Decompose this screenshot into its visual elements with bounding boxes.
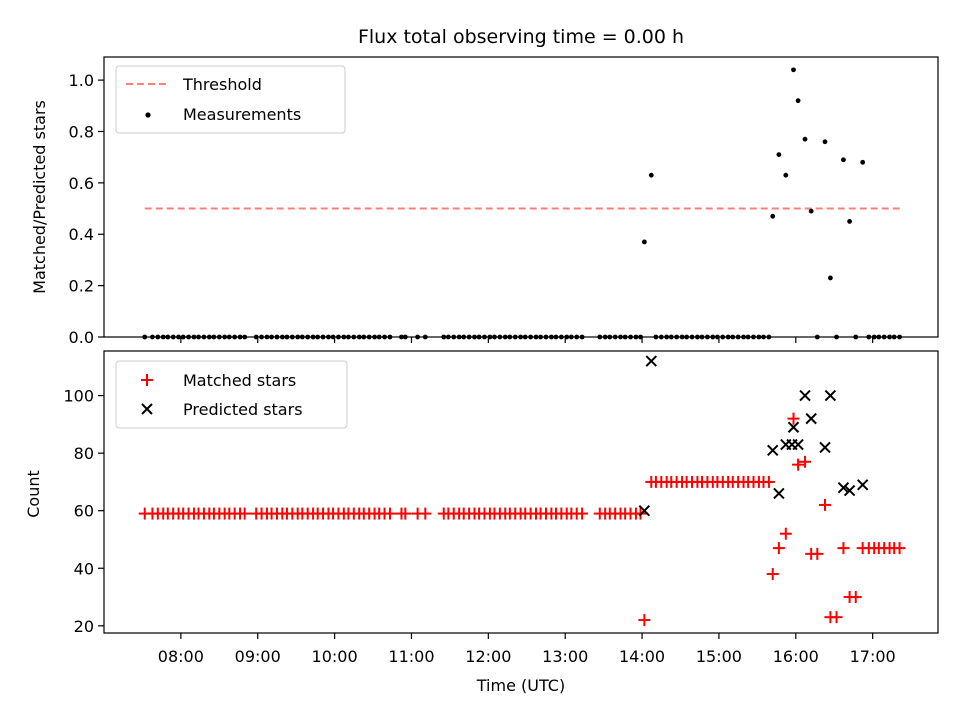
predicted-stars-point	[645, 355, 657, 367]
bottom-y-axis: 20 40 60 80 100	[63, 387, 104, 636]
legend-predicted-label: Predicted stars	[183, 400, 303, 419]
measurement-point	[841, 157, 846, 163]
measurement-point	[808, 208, 814, 214]
measurement-point	[770, 213, 776, 219]
measurement-point	[827, 275, 833, 281]
matched-stars-point	[766, 568, 779, 581]
predicted-stars-point	[856, 479, 869, 491]
top-panel-frame	[103, 56, 939, 338]
matched-stars-point	[779, 527, 792, 540]
measurement-point	[776, 152, 782, 158]
predicted-stars-point	[805, 412, 817, 425]
matched-stars-point	[238, 507, 251, 520]
bottom-legend: Matched stars Predicted stars	[115, 360, 348, 429]
top-legend: Threshold Measurements	[115, 65, 346, 134]
legend-predicted-swatch	[141, 403, 153, 415]
measurement-point	[791, 67, 796, 73]
bottom-panel-frame	[103, 350, 939, 634]
x-tick-label: 10:00	[312, 647, 358, 666]
bottom-y-tick-label: 20	[74, 617, 94, 636]
matched-stars-point	[399, 507, 412, 520]
x-tick-label: 09:00	[235, 647, 281, 666]
legend-matched-swatch	[141, 374, 153, 386]
predicted-stars-point	[819, 441, 831, 454]
measurement-point	[783, 172, 789, 178]
predicted-stars-point	[837, 481, 850, 494]
x-tick-label: 12:00	[465, 647, 511, 666]
top-y-tick-label: 0.4	[69, 225, 94, 244]
predicted-stars-point	[843, 484, 856, 497]
measurement-point	[860, 159, 866, 165]
legend-measurements-swatch	[145, 112, 151, 118]
chart-title: Flux total observing time = 0.00 h	[358, 26, 684, 48]
legend-threshold-label: Threshold	[182, 75, 262, 94]
predicted-stars-point	[767, 444, 779, 456]
measurement-point	[847, 219, 853, 224]
top-y-axis: 0.0 0.2 0.4 0.6 0.8 1.0	[69, 71, 104, 347]
legend-matched-label: Matched stars	[183, 371, 296, 390]
bottom-panel: 20 40 60 80 100 08:00 09:00 10:00 11:00 12:00 13:…	[24, 350, 939, 695]
matched-stars-point	[799, 455, 812, 468]
legend-measurements-label: Measurements	[183, 105, 301, 124]
matched-stars-point	[819, 498, 832, 511]
measurement-point	[822, 139, 828, 145]
predicted-stars-point	[824, 389, 837, 402]
top-y-tick-label: 0.6	[69, 174, 94, 193]
top-x-ticks	[180, 337, 874, 343]
matched-stars-point	[419, 507, 432, 520]
predicted-stars-point	[773, 487, 785, 500]
top-y-tick-label: 0.0	[69, 328, 94, 347]
bottom-y-tick-label: 100	[63, 387, 94, 406]
x-tick-label: 15:00	[696, 647, 742, 666]
predicted-stars-point	[787, 421, 800, 433]
bottom-panel-marks	[138, 355, 906, 627]
x-tick-label: 17:00	[850, 647, 896, 666]
top-panel: 0.0 0.2 0.4 0.6 0.8 1.0 Matched/Predicted sta…	[30, 56, 939, 347]
bottom-y-tick-label: 80	[74, 444, 94, 463]
top-y-tick-label: 1.0	[69, 71, 94, 90]
matched-stars-point	[638, 614, 651, 627]
bottom-y-axis-title: Count	[24, 470, 43, 518]
matched-stars-point	[576, 507, 589, 520]
top-legend-box	[115, 65, 346, 134]
x-tick-label: 11:00	[388, 647, 434, 666]
matched-stars-point	[837, 542, 850, 555]
measurement-point	[795, 98, 801, 104]
x-tick-label: 08:00	[158, 647, 204, 666]
x-axis-title: Time (UTC)	[476, 676, 565, 695]
matched-stars-point	[787, 412, 800, 425]
x-axis: 08:00 09:00 10:00 11:00 12:00 13:00 14:00 15:00…	[158, 633, 896, 666]
measurement-point	[641, 239, 647, 245]
predicted-stars-point	[792, 438, 804, 451]
top-y-tick-label: 0.8	[69, 122, 94, 141]
top-y-tick-label: 0.2	[69, 277, 94, 296]
matched-stars-point	[849, 591, 862, 604]
x-tick-label: 14:00	[619, 647, 665, 666]
predicted-stars-point	[638, 504, 651, 517]
matched-stars-point	[383, 507, 396, 520]
matched-stars-point	[830, 611, 843, 624]
matched-stars-point	[811, 547, 824, 560]
x-tick-label: 16:00	[773, 647, 819, 666]
bottom-legend-box	[115, 360, 348, 429]
bottom-y-tick-label: 40	[74, 559, 94, 578]
x-tick-label: 13:00	[542, 647, 588, 666]
bottom-y-tick-label: 60	[74, 502, 94, 521]
predicted-stars-point	[799, 389, 811, 402]
matched-stars-point	[772, 542, 785, 555]
top-y-axis-title: Matched/Predicted stars	[30, 100, 49, 294]
matched-stars-point	[762, 475, 775, 488]
matched-stars-point	[792, 458, 805, 471]
measurement-point	[648, 172, 654, 178]
measurement-point	[802, 136, 808, 142]
matched-stars-point	[893, 542, 906, 555]
